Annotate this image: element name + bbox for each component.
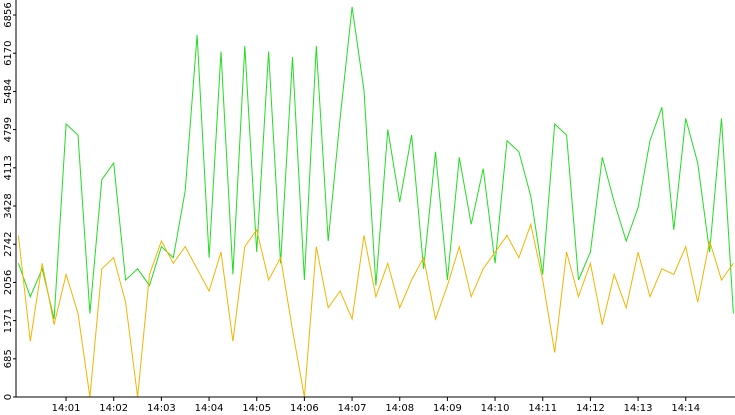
x-tick-label: 14:14 xyxy=(671,403,700,414)
series-line xyxy=(17,222,734,398)
x-tick-label: 14:08 xyxy=(385,403,414,414)
x-tick-label: 14:12 xyxy=(576,403,605,414)
y-tick-label: 1371 xyxy=(3,308,14,333)
x-tick-label: 14:05 xyxy=(242,403,271,414)
x-tick-label: 14:13 xyxy=(624,403,653,414)
y-tick-label: 4113 xyxy=(3,155,14,180)
y-tick-label: 685 xyxy=(3,349,14,368)
x-tick-label: 14:04 xyxy=(195,403,224,414)
y-tick-label: 0 xyxy=(3,394,14,400)
series-line xyxy=(17,6,734,320)
y-tick-label: 4799 xyxy=(3,117,14,142)
y-tick-label: 5484 xyxy=(3,79,14,104)
y-tick-label: 2742 xyxy=(3,231,14,256)
y-tick-label: 6170 xyxy=(3,40,14,65)
x-tick-label: 14:07 xyxy=(338,403,367,414)
y-tick-label: 3428 xyxy=(3,193,14,218)
x-tick-label: 14:09 xyxy=(433,403,462,414)
x-tick-label: 14:06 xyxy=(290,403,319,414)
x-tick-label: 14:01 xyxy=(52,403,81,414)
x-tick-label: 14:03 xyxy=(147,403,176,414)
x-tick-label: 14:10 xyxy=(481,403,510,414)
x-tick-label: 14:02 xyxy=(99,403,128,414)
y-tick-label: 2056 xyxy=(3,270,14,295)
x-tick-label: 14:11 xyxy=(528,403,557,414)
y-tick-label: 6856 xyxy=(3,2,14,27)
